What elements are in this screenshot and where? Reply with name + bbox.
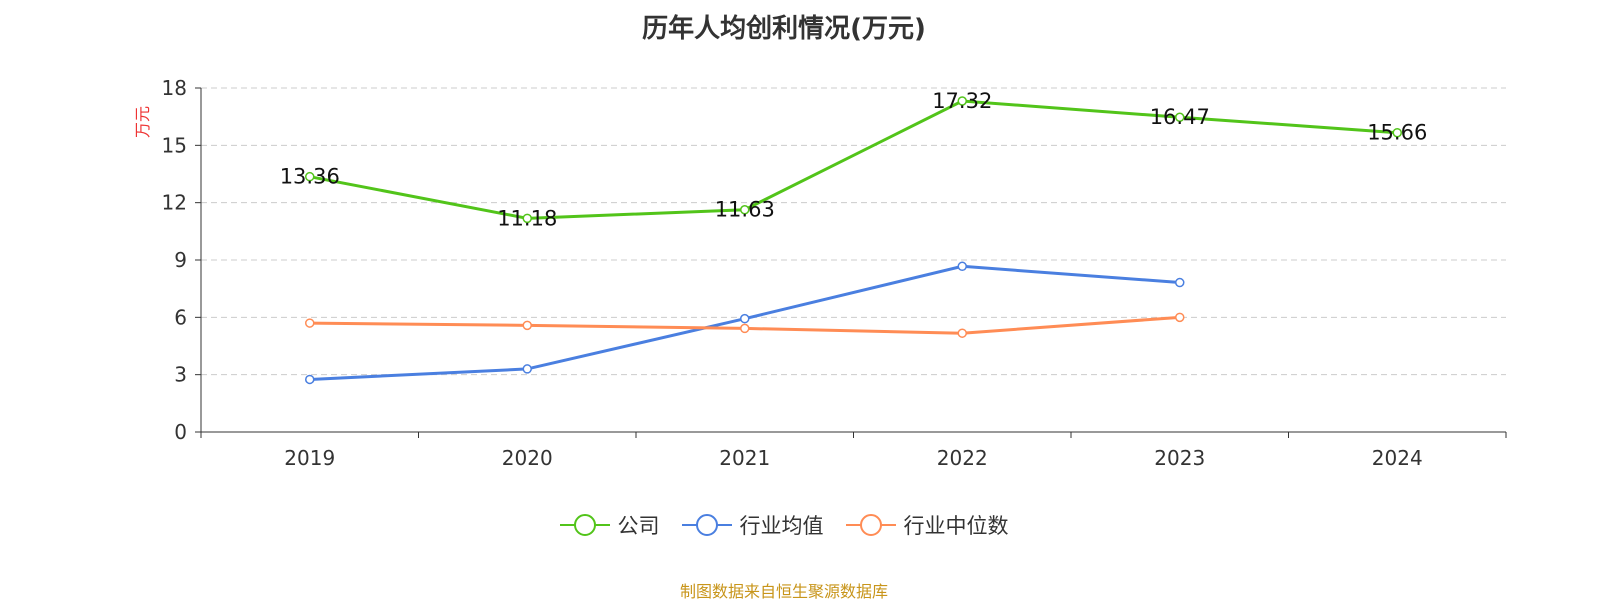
series-line-0 [309, 99, 1398, 220]
y-tick-label: 0 [174, 420, 187, 444]
x-tick-label: 2024 [1372, 446, 1423, 470]
legend-label: 行业均值 [739, 514, 824, 538]
y-tick-label: 9 [174, 248, 187, 272]
legend-marker-icon [845, 514, 896, 536]
data-point [1175, 277, 1185, 288]
y-tick-label: 3 [174, 363, 187, 387]
data-point [957, 261, 967, 272]
data-point [522, 213, 532, 224]
x-tick-label: 2019 [284, 446, 335, 470]
y-tick-label: 18 [162, 76, 187, 100]
legend-marker-icon [681, 514, 732, 536]
data-point [305, 171, 315, 182]
y-tick-label: 12 [162, 191, 187, 215]
data-label: 16.47 [1150, 105, 1210, 129]
y-tick-label: 15 [162, 133, 187, 157]
data-point [522, 320, 532, 331]
x-tick-label: 2021 [719, 446, 770, 470]
legend-item[interactable]: 行业均值 [681, 510, 824, 540]
data-label: 13.36 [280, 165, 340, 189]
x-tick-label: 2023 [1154, 446, 1205, 470]
legend-label: 行业中位数 [903, 514, 1009, 538]
data-point [305, 374, 315, 385]
data-point [1175, 312, 1185, 323]
data-label: 15.66 [1367, 121, 1427, 145]
data-point [305, 318, 315, 328]
legend-item[interactable]: 公司 [559, 510, 660, 540]
data-point [1392, 127, 1402, 138]
legend-marker-icon [559, 514, 610, 536]
legend-label: 公司 [617, 514, 660, 538]
source-note: 制图数据来自恒生聚源数据库 [679, 582, 888, 601]
data-point [957, 96, 967, 106]
data-point [740, 313, 750, 324]
y-tick-label: 6 [174, 305, 187, 329]
data-point [957, 328, 967, 338]
data-point [522, 364, 532, 374]
legend: 公司 行业均值 行业中位数 [0, 510, 1568, 540]
data-label: 11.18 [497, 206, 557, 230]
data-label: 17.32 [932, 89, 992, 113]
x-tick-label: 2020 [502, 446, 553, 470]
legend-item[interactable]: 行业中位数 [845, 510, 1009, 540]
y-axis-label: 万元 [133, 106, 152, 138]
data-point [1175, 112, 1185, 122]
chart-title: 历年人均创利情况(万元) [642, 14, 926, 44]
data-label: 11.63 [715, 198, 775, 222]
data-point [740, 204, 750, 215]
data-point [740, 323, 750, 334]
x-tick-label: 2022 [937, 446, 988, 470]
